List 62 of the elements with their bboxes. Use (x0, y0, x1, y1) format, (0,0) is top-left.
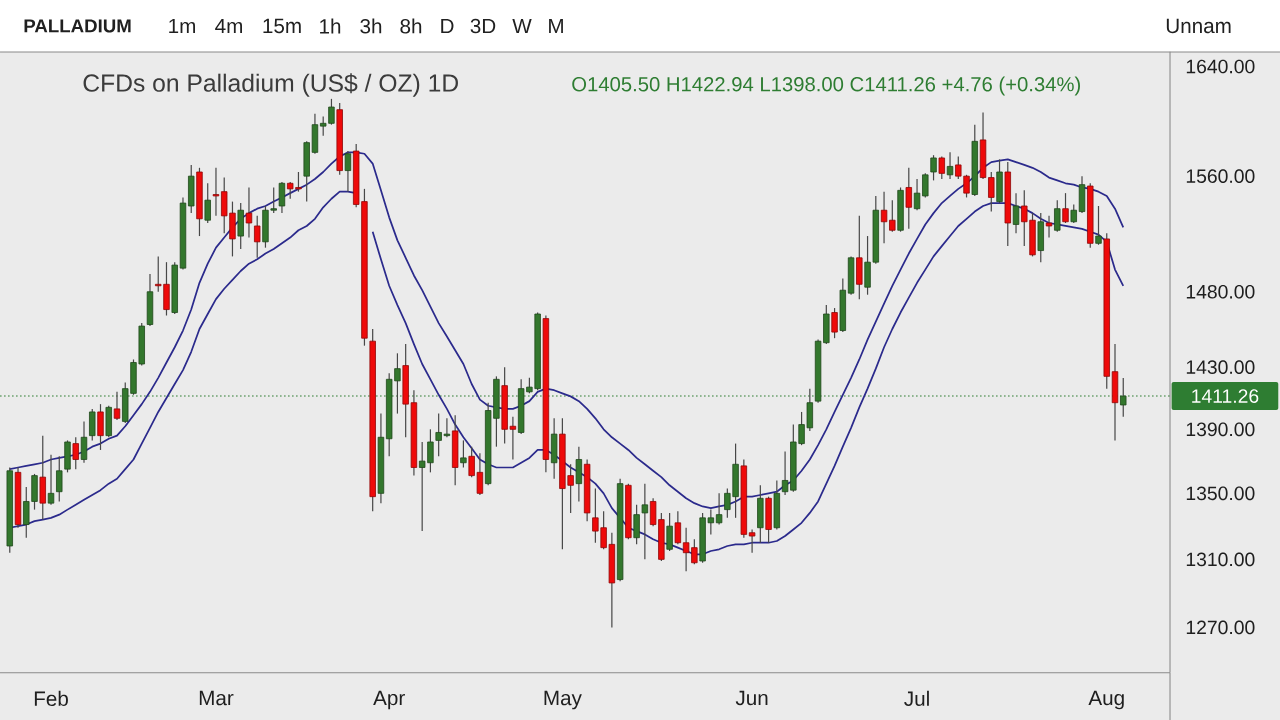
candlestick (666, 512, 673, 552)
candlestick (1012, 192, 1020, 234)
candlestick (946, 151, 954, 180)
candlestick (89, 408, 96, 441)
text: Unnam (1166, 18, 1231, 34)
x-tick-label: Jun (735, 690, 768, 706)
candlestick (905, 167, 913, 230)
candlestick (633, 504, 640, 545)
text: 15m (263, 18, 301, 34)
x-tick-label: Mar (199, 690, 234, 706)
x-tick-label: Jul (904, 690, 929, 707)
line-series (8, 151, 1125, 509)
x-tick-label: Aug (1088, 690, 1124, 710)
text: 3D (470, 18, 496, 34)
candlestick (72, 436, 79, 470)
y-tick-label: 1270.00 (1186, 620, 1255, 635)
y-tick-label: 1480.00 (1186, 284, 1255, 299)
text: W (512, 18, 532, 34)
candlestick (212, 167, 220, 217)
candlestick (56, 455, 63, 503)
text: D (441, 18, 454, 34)
y-tick-label: 1390.00 (1186, 422, 1255, 437)
text: 3h (360, 18, 382, 34)
candlestick (344, 150, 352, 193)
x-tick-label: Feb (34, 690, 68, 707)
x-tick-label: May (544, 690, 582, 710)
ref-line-label: 1411.26 (1192, 389, 1259, 403)
candlestick (278, 181, 286, 214)
text: 1h (320, 18, 341, 34)
candlestick (831, 307, 838, 339)
text: 1m (169, 18, 195, 34)
candlestick (245, 186, 253, 239)
candlestick (80, 420, 88, 464)
candlestick (988, 171, 995, 213)
y-tick-label: 1310.00 (1186, 552, 1255, 567)
y-tick-label: 1640.00 (1186, 59, 1255, 74)
y-tick-label: 1430.00 (1186, 360, 1255, 374)
y-tick-label: 1350.00 (1186, 486, 1255, 501)
text: 4m (215, 18, 242, 34)
text: O1405.50 H1422.94 L1398.00 C1411.26 +4.76 (+0.34%) (572, 76, 1080, 96)
candlestick (460, 439, 467, 469)
candlestick (254, 215, 261, 259)
candlestick (1070, 203, 1077, 224)
text: 8h (400, 18, 422, 34)
candlestick (748, 528, 756, 554)
candlestick (204, 182, 211, 224)
text: M (549, 18, 563, 34)
text: CFDs on Palladium (US$ / OZ) 1D (83, 73, 458, 97)
y-tick-label: 1560.00 (1186, 169, 1255, 183)
candlestick (674, 510, 682, 545)
candlestick (715, 492, 723, 526)
candlestick (1095, 205, 1102, 246)
candlestick (1054, 199, 1061, 233)
candlestick (113, 391, 121, 421)
candlestick (641, 483, 649, 560)
text: PALLADIUM (24, 19, 131, 33)
candlestick (97, 403, 104, 451)
candlestick (1062, 192, 1069, 224)
candlestick (47, 454, 55, 506)
x-tick-label: Apr (373, 690, 405, 710)
candlestick (1045, 215, 1053, 239)
candlestick (930, 154, 937, 181)
